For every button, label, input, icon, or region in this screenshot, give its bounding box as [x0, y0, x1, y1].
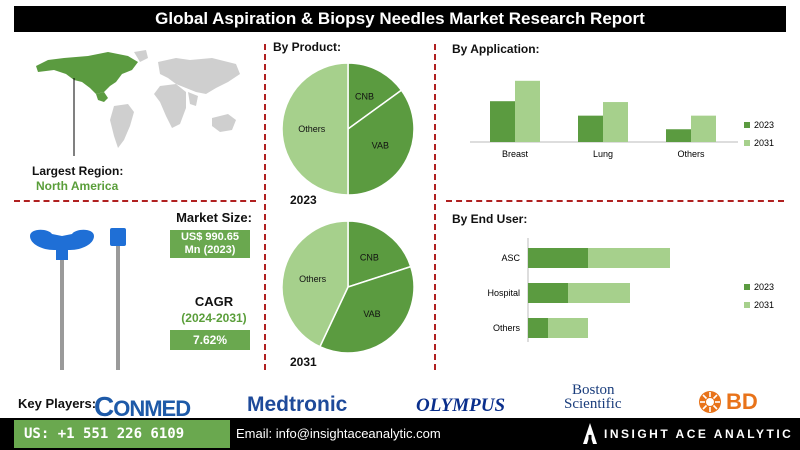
divider-right	[434, 44, 436, 370]
pie-2031-label-vab: VAB	[363, 309, 380, 319]
application-legend-swatch-2023	[744, 122, 750, 128]
application-bar-breast-2023	[490, 101, 515, 142]
boston-logo-line2: Scientific	[564, 396, 622, 412]
end-user-bar-hospital-2031	[568, 283, 630, 303]
end-user-tick-others: Others	[493, 323, 521, 333]
cagr-label: CAGR	[194, 294, 234, 309]
end-user-bar-chart: ASC Hospital Others 2023 2031	[487, 238, 774, 342]
world-map-icon	[36, 50, 240, 156]
divider-left	[264, 44, 266, 370]
pie-2031-caption: 2031	[290, 355, 317, 369]
key-players-label: Key Players:	[18, 396, 97, 411]
pie-2031-slice-others	[281, 220, 349, 348]
largest-region-value: North America	[36, 179, 119, 193]
pie-2023-label-others: Others	[298, 124, 326, 134]
market-size-label: Market Size:	[176, 210, 252, 225]
boston-scientific-logo: Boston Scientific	[564, 382, 622, 412]
by-product-title: By Product:	[273, 40, 342, 54]
pie-2023-slice-others	[281, 62, 349, 196]
end-user-legend-swatch-2023	[744, 284, 750, 290]
application-bar-lung-2023	[578, 115, 603, 142]
application-legend-label-2023: 2023	[754, 120, 774, 130]
application-legend-label-2031: 2031	[754, 138, 774, 148]
application-bar-chart: Breast Lung Others 2023 2031	[470, 80, 774, 159]
market-size-value-line2: Mn (2023)	[184, 244, 236, 256]
application-bar-lung-2031	[603, 102, 628, 142]
end-user-legend-label-2023: 2023	[754, 282, 774, 292]
by-application-title: By Application:	[452, 42, 540, 56]
pie-chart-2023: CNB VAB Others	[281, 62, 415, 196]
end-user-bar-asc-2023	[528, 248, 588, 268]
pie-2031-slice-vab	[318, 265, 415, 354]
largest-region-label: Largest Region:	[32, 164, 124, 178]
end-user-tick-hospital: Hospital	[487, 288, 520, 298]
market-size-value-line1: US$ 990.65	[180, 231, 240, 243]
pie-2031-label-others: Others	[299, 274, 327, 284]
divider-region	[14, 200, 256, 202]
report-title: Global Aspiration & Biopsy Needles Marke…	[14, 6, 786, 32]
insightace-logo-icon	[583, 423, 597, 444]
bd-logo-text: BD	[726, 389, 758, 414]
end-user-bar-hospital-2023	[528, 283, 568, 303]
end-user-bar-others-2031	[548, 318, 588, 338]
conmed-logo: CONMED	[94, 391, 191, 423]
application-tick-breast: Breast	[502, 149, 529, 159]
application-bar-breast-2031	[515, 80, 540, 142]
end-user-bar-asc-2031	[588, 248, 670, 268]
by-end-user-title: By End User:	[452, 212, 528, 226]
conmed-logo-c: C	[94, 391, 114, 422]
application-tick-lung: Lung	[593, 149, 613, 159]
bd-logo-mark	[699, 391, 721, 413]
pie-chart-2031: CNB VAB Others	[281, 220, 415, 354]
market-size-box: US$ 990.65 Mn (2023)	[170, 230, 250, 258]
application-tick-others: Others	[677, 149, 705, 159]
footer-phone[interactable]: US: +1 551 226 6109	[14, 420, 230, 448]
end-user-tick-asc: ASC	[501, 253, 520, 263]
divider-charts	[446, 200, 784, 202]
pie-2023-slice-cnb	[347, 62, 403, 131]
conmed-logo-rest: ONMED	[113, 396, 191, 421]
footer-email[interactable]: Email: info@insightaceanalytic.com	[236, 426, 441, 441]
pie-2031-label-cnb: CNB	[360, 253, 379, 263]
pie-2023-caption: 2023	[290, 193, 317, 207]
cagr-value-box: 7.62%	[170, 330, 250, 350]
biopsy-needle-image	[30, 228, 126, 370]
application-bar-others-2023	[666, 129, 691, 142]
pie-2023-slice-vab	[347, 89, 415, 196]
application-legend-swatch-2031	[744, 140, 750, 146]
application-bar-others-2031	[691, 115, 716, 142]
boston-logo-line1: Boston	[572, 382, 615, 398]
pie-2031-slice-cnb	[347, 220, 412, 289]
olympus-logo: OLYMPUS	[416, 395, 506, 416]
pie-2023-label-vab: VAB	[372, 140, 389, 150]
end-user-bar-others-2023	[528, 318, 548, 338]
end-user-legend-swatch-2031	[744, 302, 750, 308]
pie-2023-label-cnb: CNB	[355, 92, 374, 102]
cagr-period: (2024-2031)	[181, 311, 247, 325]
medtronic-logo: Medtronic	[247, 393, 348, 416]
footer-brand: INSIGHT ACE ANALYTIC	[604, 427, 794, 441]
end-user-legend-label-2031: 2031	[754, 300, 774, 310]
